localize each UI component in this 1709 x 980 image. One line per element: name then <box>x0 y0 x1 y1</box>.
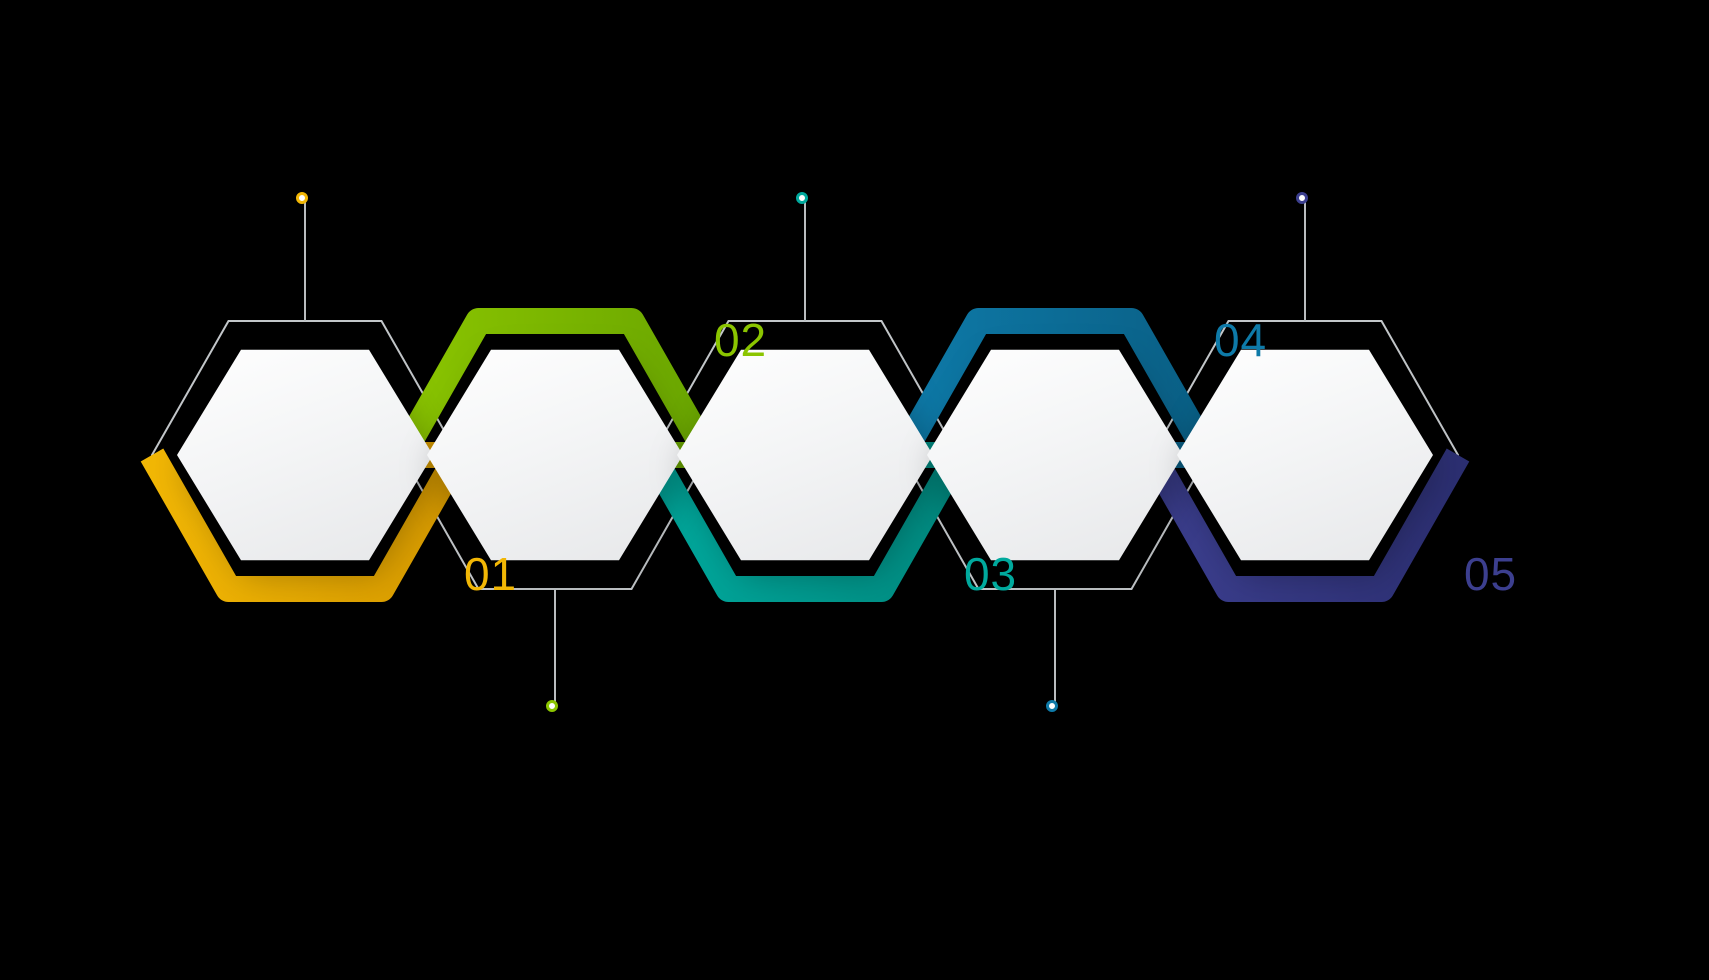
pin-dot-3 <box>796 192 808 204</box>
pin-line-4 <box>1054 589 1056 709</box>
pin-line-2 <box>554 589 556 709</box>
pin-line-1 <box>304 201 306 321</box>
hexagon-2 <box>427 343 683 567</box>
hexagon-1 <box>177 343 433 567</box>
infographic-stage: 01 02 03 04 05 <box>0 0 1709 980</box>
step-number-3: 03 <box>964 547 1017 601</box>
hexagon-3 <box>677 343 933 567</box>
step-number-4: 04 <box>1214 313 1267 367</box>
step-number-1: 01 <box>464 547 517 601</box>
step-number-5: 05 <box>1464 547 1517 601</box>
pin-line-3 <box>804 201 806 321</box>
pin-dot-4 <box>1046 700 1058 712</box>
hexagon-5 <box>1177 343 1433 567</box>
pin-dot-2 <box>546 700 558 712</box>
step-number-2: 02 <box>714 313 767 367</box>
pin-line-5 <box>1304 201 1306 321</box>
hexagon-4 <box>927 343 1183 567</box>
pin-dot-1 <box>296 192 308 204</box>
pin-dot-5 <box>1296 192 1308 204</box>
